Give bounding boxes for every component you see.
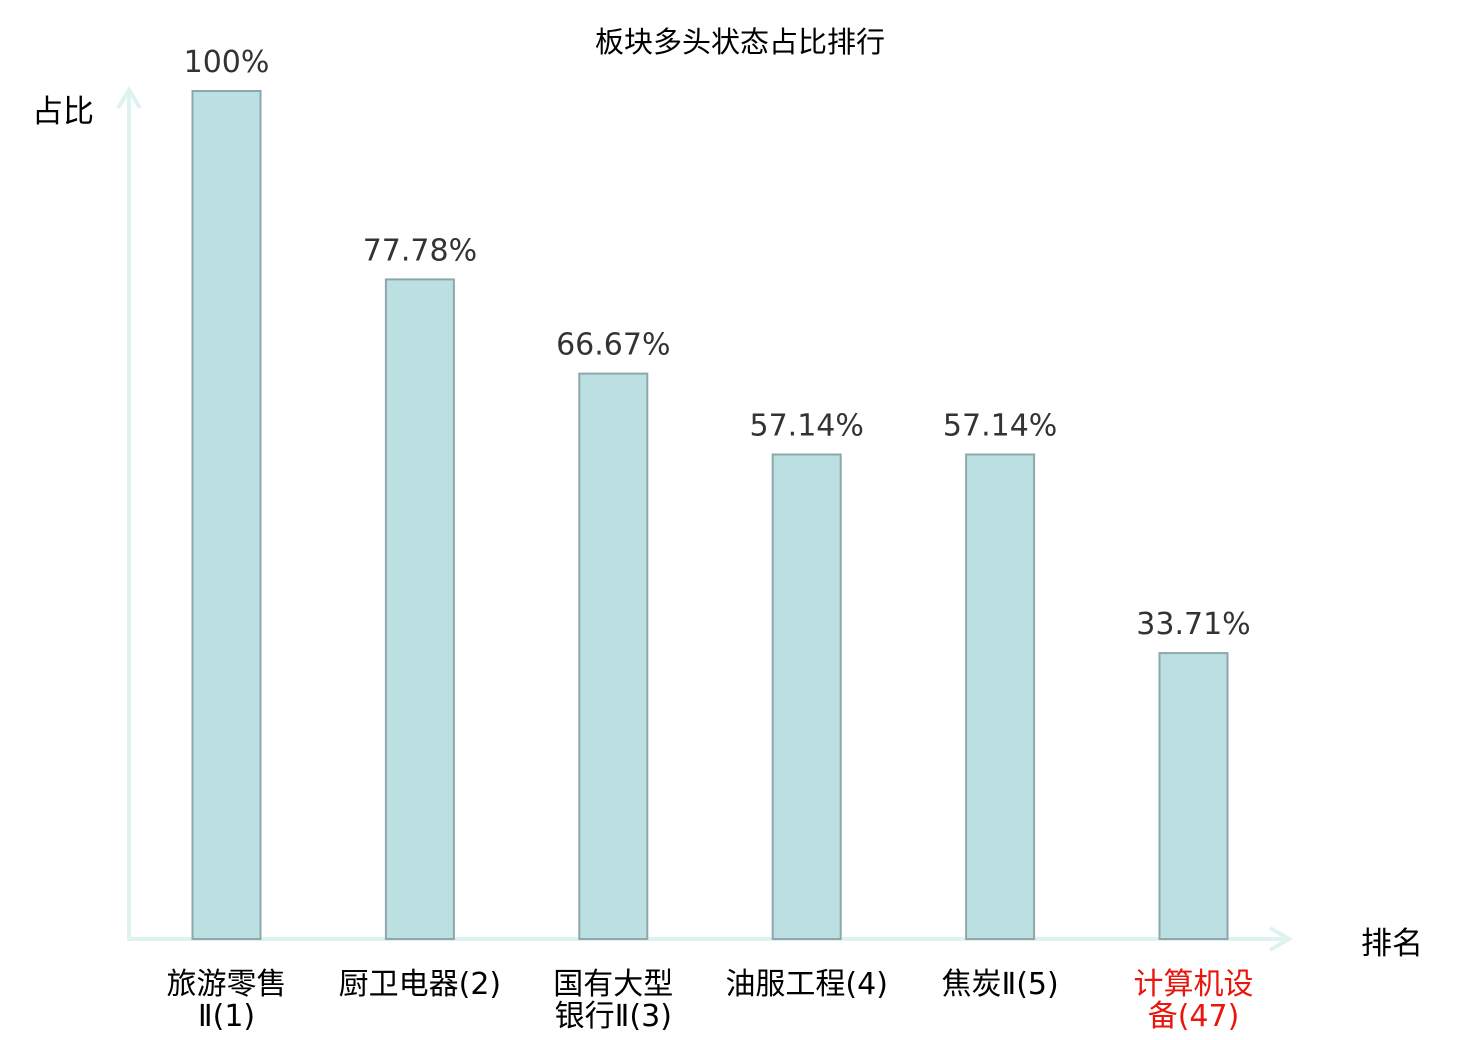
bar-6	[1158, 652, 1229, 940]
x-axis-arrow-icon	[1268, 926, 1293, 952]
axes	[116, 86, 1293, 952]
category-label-5-line-1: 焦炭Ⅱ(5)	[941, 967, 1058, 1002]
chart-title: 板块多头状态占比排行	[595, 25, 885, 59]
bar-1	[191, 90, 262, 940]
bars-group	[191, 90, 1229, 941]
category-label-4-line-1: 油服工程(4)	[725, 967, 888, 1002]
value-labels-group: 100% 77.78% 66.67% 57.14% 57.14% 33.71%	[184, 45, 1251, 642]
x-axis-label: 排名	[1361, 926, 1423, 962]
value-label-6: 33.71%	[1136, 607, 1250, 642]
value-label-4: 57.14%	[750, 409, 864, 444]
bar-2	[384, 278, 455, 940]
bar-4	[771, 453, 842, 940]
value-label-5: 57.14%	[943, 409, 1057, 444]
category-label-6-line-2: 备(47)	[1148, 999, 1240, 1034]
category-label-2-line-1: 厨卫电器(2)	[339, 967, 502, 1002]
category-label-1-line-2: Ⅱ(1)	[198, 999, 255, 1034]
value-label-2: 77.78%	[363, 233, 477, 268]
bar-3	[578, 372, 649, 941]
value-label-3: 66.67%	[556, 328, 670, 363]
category-label-3-line-2: 银行Ⅱ(3)	[555, 999, 672, 1034]
bar-5	[965, 453, 1036, 940]
category-label-6-line-1: 计算机设	[1134, 967, 1254, 1002]
category-label-3-line-1: 国有大型	[553, 967, 673, 1002]
value-label-1: 100%	[184, 45, 270, 80]
y-axis-arrow-icon	[116, 86, 142, 110]
y-axis-label: 占比	[32, 94, 94, 130]
category-label-1-line-1: 旅游零售	[167, 967, 287, 1002]
